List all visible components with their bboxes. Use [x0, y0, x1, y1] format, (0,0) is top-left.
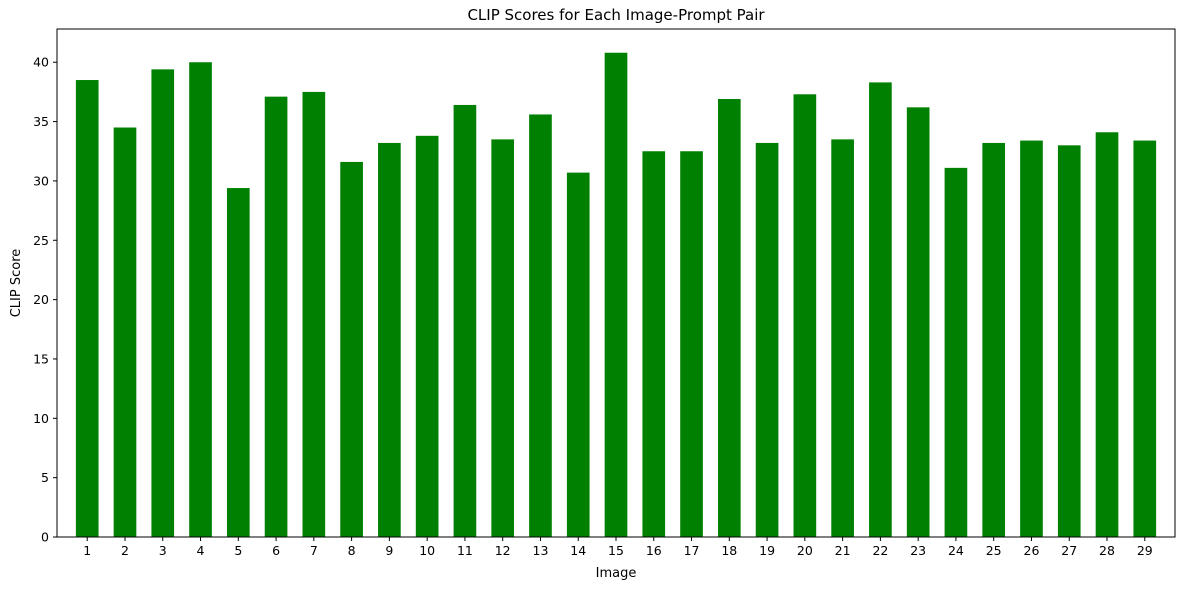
- y-axis: 0 5 10 15 20 25 30 35 40: [33, 55, 57, 545]
- y-tick-label: 0: [41, 530, 49, 545]
- bar-26: [1020, 140, 1043, 537]
- bar-1: [75, 80, 99, 537]
- bar-23: [906, 107, 930, 537]
- bar-2: [113, 127, 137, 538]
- x-tick-label: 24: [948, 543, 964, 558]
- y-tick-label: 20: [33, 292, 49, 307]
- x-tick-label: 17: [684, 543, 700, 558]
- x-tick-label: 29: [1137, 543, 1153, 558]
- bar-5: [226, 188, 250, 537]
- bar-12: [491, 139, 515, 537]
- bar-27: [1057, 145, 1081, 538]
- bar-4: [189, 62, 212, 538]
- x-tick-label: 5: [234, 543, 242, 558]
- x-axis: 1 2 3 4 5 6 7 8 9 10 11 12 13 14 15 16 17 18 19 20 21 22 23 24 2…: [83, 537, 1153, 558]
- x-tick-label: 2: [121, 543, 129, 558]
- bar-25: [982, 142, 1006, 538]
- y-tick-label: 30: [33, 173, 49, 188]
- bar-16: [642, 151, 666, 538]
- x-tick-label: 26: [1024, 543, 1040, 558]
- bar-9: [378, 142, 401, 538]
- bar-29: [1133, 140, 1157, 537]
- bar-3: [151, 69, 175, 538]
- bar-22: [869, 82, 892, 537]
- x-tick-label: 14: [570, 543, 586, 558]
- y-axis-label: CLIP Score: [9, 249, 24, 318]
- x-tick-label: 8: [348, 543, 356, 558]
- bar-18: [717, 99, 741, 537]
- bar-10: [415, 135, 439, 537]
- plot-frame: [56, 28, 1176, 538]
- y-tick-label: 10: [33, 411, 49, 426]
- x-tick-label: 22: [872, 543, 888, 558]
- x-tick-label: 20: [797, 543, 813, 558]
- bar-28: [1095, 132, 1119, 537]
- bars-group: [75, 52, 1157, 538]
- x-tick-label: 9: [385, 543, 393, 558]
- x-tick-label: 13: [533, 543, 549, 558]
- bar-21: [831, 139, 854, 537]
- x-tick-label: 4: [197, 543, 205, 558]
- bar-17: [680, 151, 703, 538]
- x-tick-label: 10: [419, 543, 435, 558]
- bar-6: [264, 96, 288, 537]
- x-tick-label: 15: [608, 543, 624, 558]
- x-tick-label: 21: [835, 543, 851, 558]
- bar-15: [604, 52, 628, 538]
- x-tick-label: 23: [910, 543, 926, 558]
- y-tick-label: 35: [33, 114, 49, 129]
- bar-14: [566, 172, 590, 537]
- x-tick-label: 18: [721, 543, 737, 558]
- bar-20: [793, 94, 817, 538]
- bar-11: [453, 104, 477, 537]
- bar-24: [944, 167, 968, 538]
- y-tick-label: 40: [33, 55, 49, 70]
- y-tick-label: 25: [33, 233, 49, 248]
- x-tick-label: 16: [646, 543, 662, 558]
- bar-8: [340, 161, 363, 538]
- y-tick-label: 15: [33, 351, 49, 366]
- x-tick-label: 1: [83, 543, 91, 558]
- y-tick-label: 5: [41, 470, 49, 485]
- x-tick-label: 27: [1061, 543, 1077, 558]
- x-tick-label: 12: [495, 543, 511, 558]
- bar-19: [755, 142, 779, 538]
- x-tick-label: 28: [1099, 543, 1115, 558]
- x-tick-label: 11: [457, 543, 473, 558]
- bar-7: [302, 91, 326, 537]
- chart-title: CLIP Scores for Each Image-Prompt Pair: [467, 6, 765, 24]
- x-tick-label: 6: [272, 543, 280, 558]
- x-axis-label: Image: [596, 566, 637, 581]
- bar-13: [529, 114, 552, 537]
- x-tick-label: 25: [986, 543, 1002, 558]
- x-tick-label: 19: [759, 543, 775, 558]
- x-tick-label: 7: [310, 543, 318, 558]
- x-tick-label: 3: [159, 543, 167, 558]
